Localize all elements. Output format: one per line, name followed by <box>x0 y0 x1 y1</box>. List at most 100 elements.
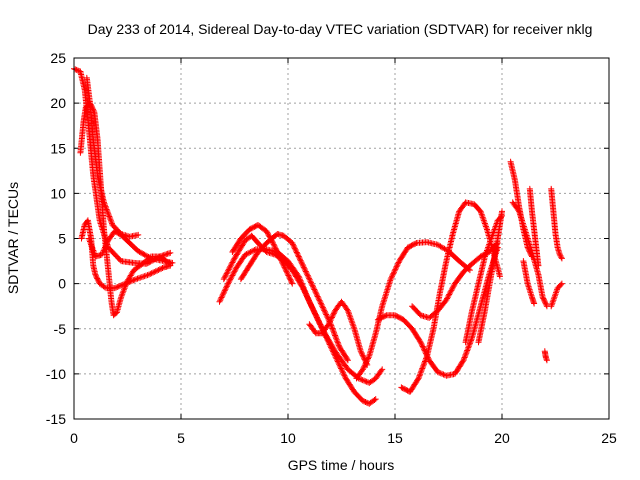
data-point <box>271 244 278 251</box>
data-point <box>302 267 309 274</box>
data-point <box>361 363 368 370</box>
data-point <box>304 295 311 301</box>
data-point <box>219 291 226 298</box>
data-point <box>331 351 338 358</box>
data-point <box>388 274 395 281</box>
data-point <box>305 274 312 280</box>
data-point <box>390 270 397 277</box>
data-point <box>292 246 299 253</box>
data-point <box>289 240 296 246</box>
data-point <box>322 333 329 340</box>
data-point <box>364 356 371 363</box>
data-point <box>543 357 550 364</box>
data-point <box>135 231 142 238</box>
data-point <box>327 317 334 324</box>
data-point <box>107 217 114 224</box>
data-point <box>307 278 314 285</box>
data-point <box>328 344 335 351</box>
data-point <box>558 254 565 261</box>
data-point <box>251 247 258 253</box>
data-point <box>304 271 311 278</box>
data-point <box>93 274 100 281</box>
plot-frame <box>73 57 610 420</box>
data-point <box>332 352 339 359</box>
data-point <box>421 347 428 354</box>
data-point <box>297 256 303 263</box>
data-point <box>285 272 292 279</box>
data-point <box>540 296 547 303</box>
data-point <box>263 228 270 235</box>
data-point <box>340 371 347 378</box>
data-point <box>112 229 119 235</box>
data-point <box>270 241 277 248</box>
series-pass-23 <box>548 280 565 310</box>
data-point <box>102 202 108 209</box>
data-point <box>418 368 425 375</box>
data-point <box>302 268 309 275</box>
data-point <box>295 253 302 260</box>
y-tick-label: 10 <box>50 185 66 201</box>
data-point <box>306 275 313 282</box>
data-point <box>459 358 466 365</box>
data-point <box>541 298 548 304</box>
data-point <box>167 249 174 256</box>
data-point <box>321 307 328 314</box>
data-point <box>284 271 291 278</box>
data-point <box>296 254 303 261</box>
data-point <box>378 367 385 374</box>
data-point <box>309 282 316 289</box>
data-point <box>306 297 312 304</box>
data-point <box>310 283 316 290</box>
y-tick-label: 25 <box>50 50 66 66</box>
data-point <box>103 206 110 213</box>
series-pass-21 <box>541 348 550 364</box>
data-point <box>320 306 327 312</box>
data-point <box>226 277 233 284</box>
data-point <box>299 261 306 268</box>
data-point <box>222 286 229 293</box>
data-point <box>445 292 452 299</box>
data-point <box>223 283 230 290</box>
data-point <box>336 362 343 369</box>
data-point <box>229 272 236 279</box>
data-point <box>310 285 317 292</box>
data-point <box>309 304 316 311</box>
data-point <box>325 338 332 345</box>
data-point <box>100 247 107 254</box>
data-point <box>499 208 505 215</box>
data-point <box>147 270 154 277</box>
data-point <box>282 267 289 274</box>
data-point <box>306 276 313 283</box>
data-point <box>365 354 372 361</box>
data-point <box>338 365 345 372</box>
data-point <box>412 240 419 247</box>
data-point <box>298 260 305 267</box>
data-point <box>416 338 423 345</box>
data-point <box>98 251 105 258</box>
data-point <box>101 284 108 291</box>
data-point <box>95 278 102 284</box>
data-point <box>216 298 223 305</box>
data-point <box>328 315 335 322</box>
data-point <box>279 259 285 265</box>
data-point <box>389 271 396 278</box>
data-point <box>142 252 149 259</box>
data-point <box>286 273 293 280</box>
data-point <box>542 300 549 307</box>
data-point <box>220 276 227 283</box>
data-point <box>302 289 308 296</box>
data-point <box>317 299 324 305</box>
data-point <box>295 252 302 259</box>
data-point <box>223 284 230 291</box>
data-point <box>448 287 455 294</box>
y-tick-label: -10 <box>46 366 66 382</box>
data-point <box>319 304 326 311</box>
data-point <box>308 303 315 310</box>
data-point <box>323 334 330 341</box>
data-point <box>310 307 317 314</box>
data-point <box>288 279 295 286</box>
data-point <box>308 281 315 287</box>
data-point <box>330 348 337 355</box>
data-point <box>305 296 312 303</box>
data-point <box>280 263 287 269</box>
